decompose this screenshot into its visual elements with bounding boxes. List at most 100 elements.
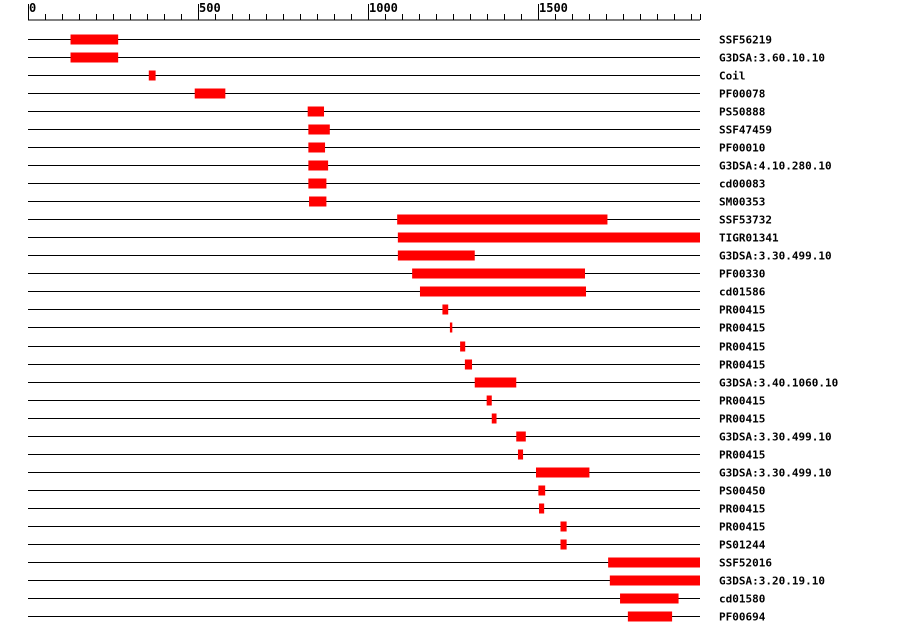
row-label: SSF56219 (719, 34, 772, 47)
domain-bar (70, 52, 119, 63)
feature-row: PR00415 (28, 521, 765, 534)
domain-bar (516, 431, 526, 442)
feature-row: cd00083 (28, 178, 765, 191)
domain-bar (474, 377, 517, 388)
domain-bar (560, 539, 567, 550)
tick-label: 1000 (369, 1, 398, 15)
tick-label: 0 (29, 1, 36, 15)
domain-bar (308, 178, 327, 189)
domain-bar (620, 593, 679, 604)
domain-bar (460, 341, 466, 352)
row-label: PF00694 (719, 611, 766, 624)
domain-bar (308, 142, 326, 153)
domain-bar (517, 449, 524, 460)
row-label: G3DSA:3.30.499.10 (719, 467, 832, 480)
feature-row: Coil (28, 70, 746, 83)
feature-row: G3DSA:3.30.499.10 (28, 467, 832, 480)
row-label: PR00415 (719, 521, 765, 534)
row-label: PR00415 (719, 322, 765, 335)
row-label: SSF47459 (719, 124, 772, 137)
feature-row: PR00415 (28, 449, 765, 462)
feature-rows: SSF56219 G3DSA:3.60.10.10 Coil PF00078 PS508… (28, 34, 838, 624)
domain-bar (538, 485, 546, 496)
row-label: cd01586 (719, 286, 766, 299)
row-label: PR00415 (719, 395, 765, 408)
feature-row: PF00694 (28, 611, 766, 624)
row-label: SM00353 (719, 196, 765, 209)
feature-row: G3DSA:3.40.1060.10 (28, 377, 838, 390)
feature-row: TIGR01341 (28, 232, 779, 245)
row-label: PR00415 (719, 449, 765, 462)
feature-row: cd01580 (28, 593, 765, 606)
row-label: G3DSA:3.20.19.10 (719, 575, 825, 588)
feature-row: SM00353 (28, 196, 765, 209)
feature-row: PR00415 (28, 413, 765, 426)
feature-row: PR00415 (28, 341, 765, 354)
row-label: PR00415 (719, 341, 765, 354)
feature-row: G3DSA:3.30.499.10 (28, 431, 832, 444)
feature-row: PR00415 (28, 304, 765, 317)
row-label: Coil (719, 70, 746, 83)
row-label: G3DSA:3.60.10.10 (719, 52, 825, 65)
feature-row: PF00078 (28, 88, 765, 101)
row-label: cd00083 (719, 178, 765, 191)
feature-row: G3DSA:3.20.19.10 (28, 575, 825, 588)
row-label: PR00415 (719, 503, 765, 516)
feature-row: G3DSA:4.10.280.10 (28, 160, 832, 173)
row-label: TIGR01341 (719, 232, 779, 245)
feature-row: SSF47459 (28, 124, 772, 137)
feature-row: G3DSA:3.60.10.10 (28, 52, 825, 65)
domain-bar (608, 557, 700, 568)
row-label: SSF53732 (719, 214, 772, 227)
feature-row: SSF56219 (28, 34, 772, 47)
domain-bar (609, 575, 700, 586)
domain-bar (397, 232, 700, 243)
position-axis: 0 500 1000 1500 (28, 1, 701, 21)
domain-bar (397, 214, 608, 225)
row-label: G3DSA:3.30.499.10 (719, 431, 832, 444)
feature-row: PS00450 (28, 485, 765, 498)
domain-bar (464, 359, 473, 370)
domain-bar (308, 124, 330, 135)
row-label: G3DSA:4.10.280.10 (719, 160, 832, 173)
feature-row: PR00415 (28, 359, 765, 372)
row-label: G3DSA:3.30.499.10 (719, 250, 832, 263)
domain-bar (308, 160, 329, 171)
domain-bar (307, 106, 325, 117)
domain-bar (491, 413, 497, 424)
row-label: PF00330 (719, 268, 765, 281)
row-label: SSF52016 (719, 557, 772, 570)
row-label: PF00078 (719, 88, 765, 101)
domain-bar (412, 268, 585, 279)
row-label: PR00415 (719, 304, 765, 317)
domain-bar (194, 88, 226, 99)
domain-bar (397, 250, 475, 261)
feature-row: G3DSA:3.30.499.10 (28, 250, 832, 263)
domain-bar (560, 521, 567, 532)
row-label: PR00415 (719, 413, 765, 426)
domain-bar (535, 467, 590, 478)
feature-row: PR00415 (28, 395, 765, 408)
domain-bar (486, 395, 492, 406)
domain-bar (627, 611, 673, 622)
row-label: cd01580 (719, 593, 765, 606)
domain-bar (70, 34, 119, 45)
domain-bar (442, 304, 449, 315)
feature-row: SSF52016 (28, 557, 772, 570)
row-label: PR00415 (719, 359, 765, 372)
feature-row: SSF53732 (28, 214, 772, 227)
domain-bar (539, 503, 545, 514)
tick-label: 500 (199, 1, 221, 15)
row-label: G3DSA:3.40.1060.10 (719, 377, 838, 390)
row-label: PS01244 (719, 539, 766, 552)
row-label: PF00010 (719, 142, 765, 155)
domain-bar (148, 70, 156, 81)
feature-row: PF00330 (28, 268, 765, 281)
row-label: PS00450 (719, 485, 765, 498)
feature-row: PS50888 (28, 106, 765, 119)
domain-bar (309, 196, 327, 207)
feature-row: PS01244 (28, 539, 766, 552)
domain-bar (419, 286, 587, 297)
feature-row: cd01586 (28, 286, 766, 299)
